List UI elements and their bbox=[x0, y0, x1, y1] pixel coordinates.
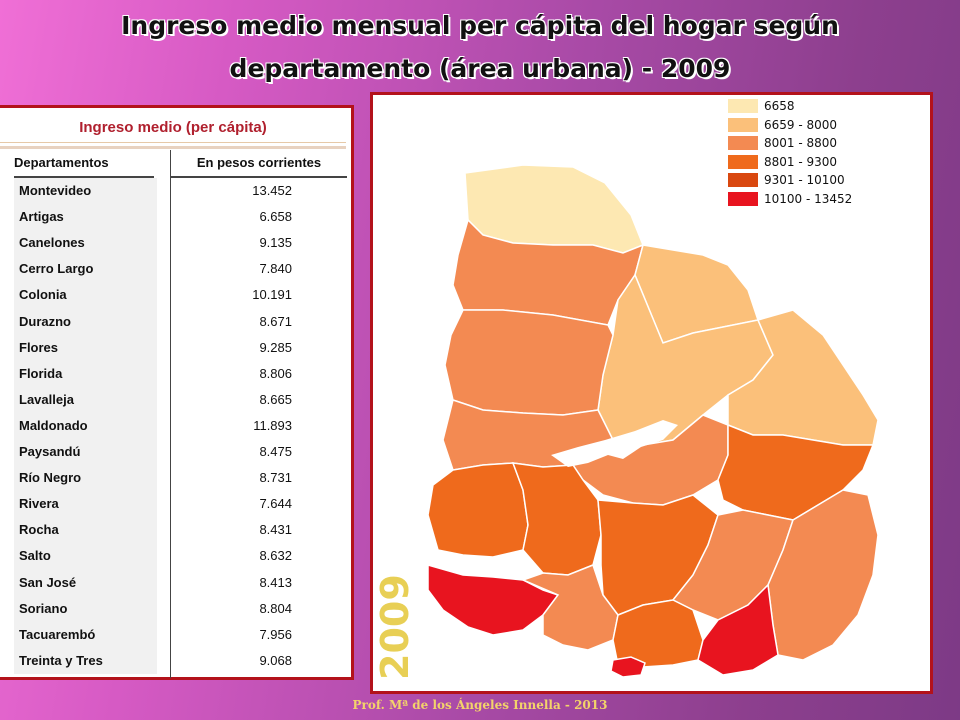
footer-credit: Prof. Mª de los Ángeles Innella - 2013 bbox=[352, 698, 608, 712]
department-name: Flores bbox=[19, 339, 59, 355]
column-divider bbox=[170, 176, 171, 678]
department-name: Durazno bbox=[19, 313, 71, 329]
income-value: 6.658 bbox=[259, 209, 292, 225]
table-row: Río Negro 8.731 bbox=[0, 465, 346, 491]
table-row: San José 8.413 bbox=[0, 570, 346, 596]
legend-label: 6658 bbox=[764, 99, 795, 113]
department-name: Rocha bbox=[19, 522, 59, 538]
name-column-shade bbox=[14, 178, 157, 674]
income-value: 8.804 bbox=[259, 600, 292, 616]
legend-swatch bbox=[728, 154, 758, 169]
legend-item: 6659 - 8000 bbox=[728, 116, 878, 134]
table-row: Florida 8.806 bbox=[0, 361, 346, 387]
legend-label: 8001 - 8800 bbox=[764, 136, 838, 150]
legend-item: 8001 - 8800 bbox=[728, 134, 878, 152]
legend-swatch bbox=[728, 191, 758, 206]
table-row: Paysandú 8.475 bbox=[0, 439, 346, 465]
income-table: Ingreso medio (per cápita) Departamentos… bbox=[0, 105, 354, 680]
title-line-1: Ingreso medio mensual per cápita del hog… bbox=[121, 11, 839, 40]
legend-swatch bbox=[728, 99, 758, 113]
table-row: Artigas 6.658 bbox=[0, 204, 346, 230]
table-row: Tacuarembó 7.956 bbox=[0, 622, 346, 648]
department-name: Rivera bbox=[19, 496, 59, 512]
income-value: 11.893 bbox=[253, 417, 292, 433]
income-value: 7.644 bbox=[259, 496, 292, 512]
legend-item: 8801 - 9300 bbox=[728, 153, 878, 171]
heading-rule bbox=[0, 146, 346, 149]
table-row: Soriano 8.804 bbox=[0, 596, 346, 622]
income-value: 8.731 bbox=[259, 470, 292, 486]
income-value: 9.135 bbox=[259, 235, 292, 251]
legend-item: 9301 - 10100 bbox=[728, 171, 878, 189]
table-row: Cerro Largo 7.840 bbox=[0, 256, 346, 282]
table-row: Salto 8.632 bbox=[0, 543, 346, 569]
map-panel: 2009 6658 6659 - 8000 8001 - 8800 8801 - 93… bbox=[370, 92, 933, 694]
region-montevideo bbox=[610, 656, 646, 678]
table-row: Colonia 10.191 bbox=[0, 282, 346, 308]
legend-swatch bbox=[728, 173, 758, 187]
department-name: Maldonado bbox=[19, 417, 88, 433]
legend-label: 9301 - 10100 bbox=[764, 173, 845, 187]
table-row: Maldonado 11.893 bbox=[0, 413, 346, 439]
department-name: Tacuarembó bbox=[19, 626, 96, 642]
legend-item: 6658 bbox=[728, 97, 878, 115]
slide-title: Ingreso medio mensual per cápita del hog… bbox=[0, 4, 960, 90]
column-header-departments: Departamentos bbox=[14, 150, 154, 178]
department-name: Colonia bbox=[19, 287, 67, 303]
income-value: 10.191 bbox=[252, 287, 292, 303]
table-row: Rocha 8.431 bbox=[0, 517, 346, 543]
income-value: 8.665 bbox=[259, 391, 292, 407]
department-name: Cerro Largo bbox=[19, 261, 94, 277]
income-value: 8.671 bbox=[259, 313, 292, 329]
table-row: Treinta y Tres 9.068 bbox=[0, 648, 346, 674]
department-name: Florida bbox=[19, 365, 63, 381]
table-row: Rivera 7.644 bbox=[0, 491, 346, 517]
income-value: 8.475 bbox=[259, 444, 292, 459]
table-row: Flores 9.285 bbox=[0, 335, 346, 361]
title-line-2: departamento (área urbana) - 2009 bbox=[229, 54, 731, 83]
income-value: 9.285 bbox=[259, 339, 292, 355]
table-row: Lavalleja 8.665 bbox=[0, 387, 346, 413]
department-name: Treinta y Tres bbox=[19, 652, 103, 668]
department-name: Paysandú bbox=[19, 444, 81, 459]
region-paysandu bbox=[444, 309, 614, 416]
legend-swatch bbox=[728, 117, 758, 132]
legend-swatch bbox=[728, 136, 758, 150]
lake-rincon-del-bonete bbox=[551, 420, 678, 467]
department-name: Artigas bbox=[19, 209, 64, 225]
income-value: 13.452 bbox=[252, 183, 292, 198]
table-row: Durazno 8.671 bbox=[0, 309, 346, 335]
column-header-pesos: En pesos corrientes bbox=[170, 150, 347, 178]
department-name: Canelones bbox=[19, 235, 85, 251]
income-value: 7.840 bbox=[259, 261, 292, 277]
department-name: Río Negro bbox=[19, 470, 82, 486]
department-name: San José bbox=[19, 574, 77, 590]
table-row: Canelones 9.135 bbox=[0, 230, 346, 256]
department-name: Soriano bbox=[19, 600, 68, 616]
legend-label: 8801 - 9300 bbox=[764, 154, 838, 169]
legend-label: 10100 - 13452 bbox=[764, 191, 853, 206]
table-row: Montevideo 13.452 bbox=[0, 178, 346, 204]
income-value: 7.956 bbox=[259, 626, 292, 642]
department-name: Lavalleja bbox=[19, 391, 74, 407]
income-value: 8.413 bbox=[259, 574, 292, 590]
department-name: Montevideo bbox=[19, 183, 92, 198]
legend-item: 10100 - 13452 bbox=[728, 190, 878, 208]
legend-label: 6659 - 8000 bbox=[764, 117, 838, 132]
department-name: Salto bbox=[19, 548, 51, 564]
region-soriano bbox=[427, 462, 529, 558]
income-value: 8.431 bbox=[259, 522, 292, 538]
income-value: 8.632 bbox=[259, 548, 292, 564]
income-value: 8.806 bbox=[259, 365, 292, 381]
region-maldonado bbox=[697, 583, 779, 676]
uruguay-map bbox=[427, 164, 879, 678]
year-label: 2009 bbox=[373, 574, 417, 680]
table-heading: Ingreso medio (per cápita) bbox=[0, 114, 346, 143]
income-value: 9.068 bbox=[259, 652, 292, 668]
